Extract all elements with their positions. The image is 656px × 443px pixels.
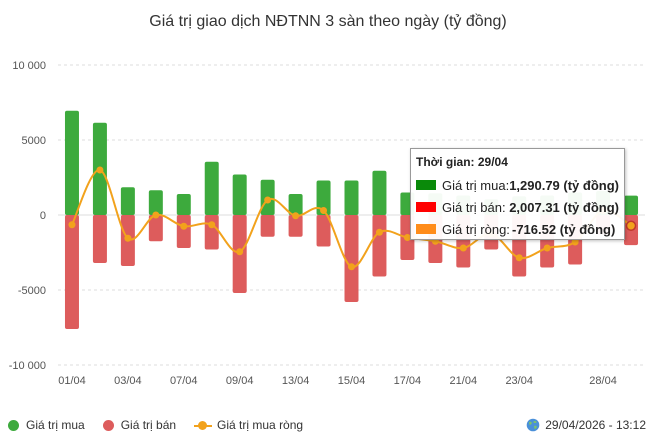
y-tick-label: 10 000 bbox=[12, 60, 46, 72]
tooltip-value-sell: 2,007.31 (tỷ đồng) bbox=[509, 199, 619, 215]
net-point bbox=[320, 207, 328, 214]
tooltip-row-net: Giá trị ròng: -716.52 (tỷ đồng) bbox=[416, 218, 619, 240]
legend-label-buy: Giá trị mua bbox=[26, 418, 85, 432]
net-point bbox=[292, 212, 300, 220]
tooltip-header-label: Thời gian: bbox=[416, 155, 475, 169]
sell-bar bbox=[92, 215, 107, 263]
tooltip-row-sell: Giá trị bán: 2,007.31 (tỷ đồng) bbox=[416, 196, 619, 218]
net-point bbox=[625, 220, 637, 231]
sell-bar bbox=[204, 215, 219, 250]
x-tick-label: 07/04 bbox=[170, 375, 198, 387]
legend-label-sell: Giá trị bán bbox=[120, 418, 177, 432]
x-tick-label: 13/04 bbox=[282, 375, 310, 387]
buy-bar bbox=[316, 180, 331, 215]
net-point bbox=[236, 248, 244, 256]
x-tick-label: 17/04 bbox=[394, 375, 422, 387]
x-tick-label: 15/04 bbox=[338, 375, 366, 387]
net-point bbox=[264, 196, 272, 204]
buy-bar bbox=[372, 170, 387, 215]
tooltip-swatch-sell bbox=[416, 202, 436, 212]
buy-bar bbox=[204, 161, 219, 215]
x-tick-label: 03/04 bbox=[114, 375, 142, 387]
net-line-layer bbox=[68, 166, 637, 271]
net-point bbox=[124, 234, 132, 242]
sell-bar bbox=[260, 215, 275, 237]
sell-bar bbox=[148, 215, 163, 242]
net-point bbox=[403, 234, 411, 241]
x-tick-label: 28/04 bbox=[589, 375, 617, 387]
sell-bar bbox=[288, 215, 303, 237]
chart-legend: Giá trị mua Giá trị bán Giá trị mua ròng bbox=[8, 417, 321, 433]
sell-bar bbox=[316, 215, 331, 247]
buy-bar bbox=[64, 110, 79, 215]
x-axis: 01/04 03/04 07/04 09/04 13/04 15/04 17/04 21/04… bbox=[58, 375, 617, 387]
sell-bar bbox=[344, 215, 359, 302]
tooltip-label-sell: Giá trị bán: bbox=[442, 199, 506, 215]
buy-bar bbox=[176, 194, 191, 215]
legend-item-buy[interactable]: Giá trị mua bbox=[8, 418, 85, 432]
net-point bbox=[68, 221, 76, 229]
buy-bar bbox=[232, 174, 247, 215]
buy-bar bbox=[288, 194, 303, 215]
tooltip-row-buy: Giá trị mua: 1,290.79 (tỷ đồng) bbox=[416, 174, 619, 196]
tooltip-value-buy: 1,290.79 (tỷ đồng) bbox=[509, 177, 619, 193]
chart-title: Giá trị giao dịch NĐTNN 3 sàn theo ngày … bbox=[149, 13, 507, 30]
x-tick-label: 09/04 bbox=[226, 375, 254, 387]
legend-marker-net bbox=[194, 420, 213, 431]
net-point bbox=[180, 222, 188, 230]
x-tick-label: 01/04 bbox=[58, 375, 86, 387]
legend-item-net[interactable]: Giá trị mua ròng bbox=[194, 418, 303, 432]
tooltip-label-buy: Giá trị mua: bbox=[442, 177, 510, 193]
buy-bar bbox=[148, 190, 163, 215]
x-tick-label: 21/04 bbox=[450, 375, 478, 387]
tooltip-label-net: Giá trị ròng: bbox=[442, 221, 510, 237]
y-tick-label: -10 000 bbox=[9, 360, 46, 372]
tooltip-value-net: -716.52 (tỷ đồng) bbox=[512, 221, 616, 237]
net-point bbox=[96, 166, 104, 174]
tooltip-swatch-net bbox=[416, 224, 436, 234]
buy-bar bbox=[120, 187, 135, 215]
sell-bar bbox=[64, 215, 79, 329]
chart-tooltip: Thời gian: 29/04 Giá trị mua: 1,290.79 (… bbox=[410, 148, 625, 240]
sell-bar bbox=[372, 215, 387, 277]
legend-label-net: Giá trị mua ròng bbox=[217, 418, 304, 432]
legend-marker-sell bbox=[102, 419, 114, 431]
globe-icon bbox=[526, 418, 540, 432]
net-point bbox=[543, 244, 551, 252]
legend-marker-buy bbox=[8, 419, 19, 431]
update-timestamp: 29/04/2026 - 13:12 bbox=[526, 417, 646, 433]
x-tick-label: 23/04 bbox=[505, 375, 533, 387]
net-point bbox=[571, 238, 579, 246]
net-point bbox=[515, 254, 523, 262]
net-point bbox=[208, 221, 216, 229]
y-axis: 10 000 5000 0 -5000 -10 000 bbox=[9, 60, 46, 372]
y-tick-label: -5000 bbox=[18, 285, 46, 297]
buy-bar bbox=[624, 195, 639, 215]
tooltip-swatch-buy bbox=[416, 180, 436, 190]
buy-bar bbox=[344, 180, 359, 215]
legend-item-sell[interactable]: Giá trị bán bbox=[102, 418, 177, 432]
net-point bbox=[348, 263, 355, 271]
y-tick-label: 0 bbox=[40, 210, 46, 222]
tooltip-header: Thời gian: 29/04 bbox=[416, 155, 619, 169]
net-point bbox=[375, 228, 383, 236]
net-point bbox=[459, 244, 467, 252]
tooltip-date: 29/04 bbox=[477, 155, 508, 169]
y-tick-label: 5000 bbox=[22, 135, 46, 147]
sell-bar bbox=[176, 215, 191, 248]
timestamp-text: 29/04/2026 - 13:12 bbox=[545, 418, 646, 432]
net-point bbox=[152, 211, 160, 219]
